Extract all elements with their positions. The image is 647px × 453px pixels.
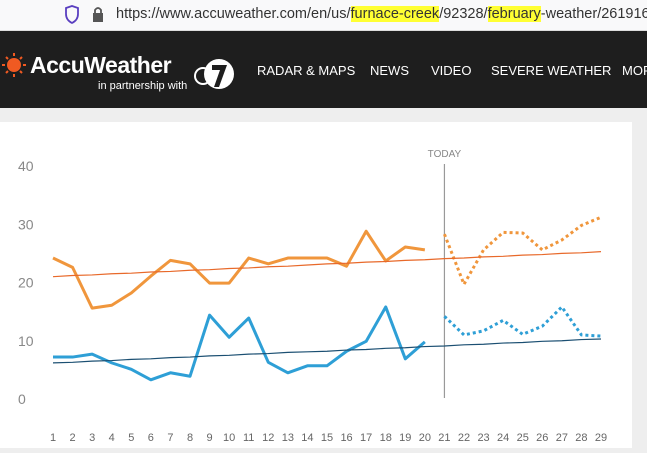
x-tick-label: 3 — [89, 432, 95, 444]
abc-logo — [194, 59, 234, 89]
x-tick-label: 10 — [223, 432, 235, 444]
partner-text: in partnership with — [98, 80, 188, 92]
y-tick-label: 0 — [18, 391, 26, 407]
address-bar: https://www.accuweather.com/en/us/furnac… — [0, 0, 647, 31]
x-tick-label: 2 — [70, 432, 76, 444]
nav-item[interactable]: SEVERE WEATHER — [491, 63, 612, 78]
browser-icons — [65, 5, 103, 25]
logo-icon — [2, 53, 26, 77]
x-tick-label: 17 — [360, 432, 372, 444]
forecast-line — [443, 305, 602, 338]
nav-bar: AccuWeather in partnership with RADAR & … — [0, 31, 647, 108]
line — [52, 251, 602, 278]
today-label: TODAY — [428, 149, 462, 160]
x-tick-label: 12 — [262, 432, 274, 444]
y-tick-label: 30 — [18, 216, 34, 232]
x-tick-label: 22 — [458, 432, 470, 444]
x-tick-label: 27 — [556, 432, 568, 444]
url-part: furnace-creek — [350, 6, 440, 22]
nav-item[interactable]: RADAR & MAPS — [257, 63, 356, 78]
y-tick-label: 20 — [18, 275, 34, 291]
x-tick-label: 25 — [517, 432, 529, 444]
url-part: -weather/2619165 — [540, 6, 647, 22]
forecast-line — [443, 215, 602, 286]
x-tick-label: 16 — [340, 432, 352, 444]
nav-item[interactable]: VIDEO — [431, 63, 472, 78]
x-tick-label: 15 — [321, 432, 333, 444]
x-tick-label: 19 — [399, 432, 411, 444]
url[interactable]: https://www.accuweather.com/en/us/furnac… — [116, 6, 647, 22]
x-tick-label: 1 — [50, 432, 56, 444]
line — [53, 305, 426, 382]
x-tick-label: 21 — [438, 432, 450, 444]
nav-item[interactable]: NEWS — [370, 63, 409, 78]
x-tick-label: 4 — [109, 432, 115, 444]
x-tick-label: 7 — [167, 432, 173, 444]
url-part: /92328/ — [439, 6, 488, 22]
x-tick-label: 11 — [243, 432, 254, 444]
y-tick-label: 10 — [18, 333, 34, 349]
x-tick-label: 9 — [207, 432, 213, 444]
x-tick-label: 14 — [301, 432, 313, 444]
chart-card: 0 10 20 30 40 1 2 3 4 5 6 7 8 9 10 11 12 13 14 15 16 17 18 19 20… — [0, 122, 632, 448]
line — [52, 338, 602, 364]
x-tick-label: 26 — [536, 432, 548, 444]
x-tick-label: 18 — [380, 432, 392, 444]
x-tick-label: 20 — [419, 432, 431, 444]
logo[interactable]: AccuWeather — [30, 52, 172, 78]
x-tick-label: 29 — [595, 432, 607, 444]
url-part: february — [487, 6, 541, 22]
x-tick-label: 6 — [148, 432, 154, 444]
line — [52, 229, 426, 310]
x-tick-label: 28 — [575, 432, 587, 444]
x-tick-label: 24 — [497, 432, 509, 444]
nav-item[interactable]: MORE — [622, 63, 647, 78]
y-tick-label: 40 — [18, 158, 34, 174]
x-tick-label: 5 — [128, 432, 134, 444]
x-tick-label: 13 — [282, 432, 294, 444]
url-part: https://www.accuweather.com/en/us/ — [116, 6, 351, 22]
x-tick-label: 8 — [187, 432, 193, 444]
x-tick-label: 23 — [477, 432, 489, 444]
